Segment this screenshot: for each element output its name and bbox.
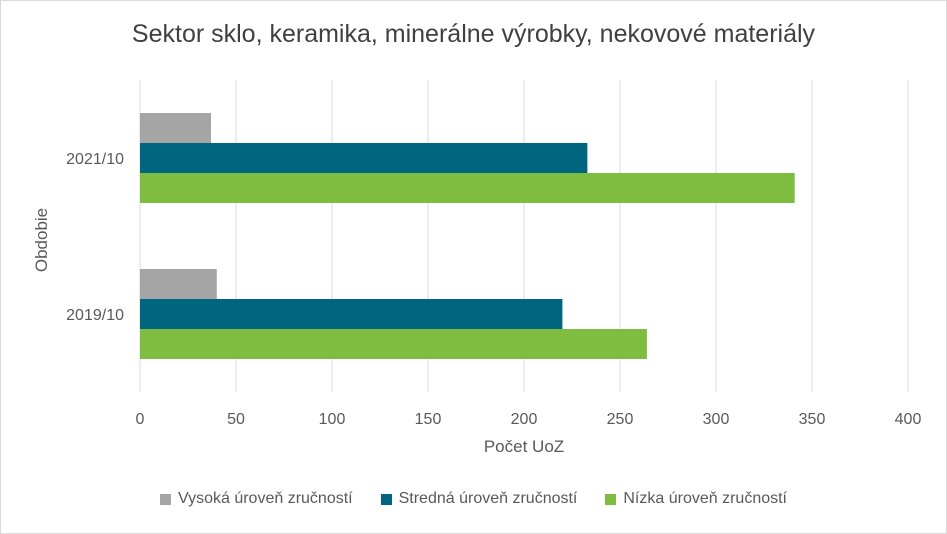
x-tick-label: 200	[511, 411, 538, 428]
legend-swatch	[605, 493, 617, 505]
bar	[140, 113, 212, 143]
legend-label: Nízka úroveň zručností	[623, 490, 787, 507]
category-label: 2019/10	[66, 307, 124, 324]
legend: Vysoká úroveň zručností Stredná úroveň zr…	[0, 490, 947, 508]
legend-swatch	[160, 493, 171, 505]
x-tick-label: 300	[703, 411, 730, 428]
legend-item: Vysoká úroveň zručností	[160, 490, 353, 508]
y-axis-title: Obdobie	[32, 208, 51, 272]
x-tick-label: 0	[136, 411, 145, 428]
chart-title: Sektor sklo, keramika, minerálne výrobky…	[131, 20, 816, 48]
x-tick-label: 50	[227, 411, 245, 428]
x-tick-label: 350	[799, 411, 826, 428]
bar	[140, 269, 217, 299]
bar	[140, 299, 563, 329]
bars	[140, 113, 795, 359]
legend-label: Stredná úroveň zručností	[398, 490, 578, 507]
legend-swatch	[380, 493, 392, 505]
category-label: 2021/10	[66, 151, 124, 168]
bar	[140, 143, 588, 173]
legend-label: Vysoká úroveň zručností	[178, 490, 353, 507]
bar	[140, 173, 795, 203]
legend-item: Stredná úroveň zručností	[380, 490, 578, 508]
x-tick-label: 150	[415, 411, 442, 428]
x-tick-label: 100	[319, 411, 346, 428]
x-tick-labels: 0 50 100 150 200 250 300 350 400	[136, 411, 922, 428]
legend-item: Nízka úroveň zručností	[605, 490, 787, 508]
x-tick-label: 250	[607, 411, 634, 428]
x-axis-title: Počet UoZ	[484, 437, 564, 456]
category-labels: 2019/10 2021/10	[66, 151, 124, 324]
x-tick-label: 400	[895, 411, 922, 428]
bar	[140, 329, 647, 359]
